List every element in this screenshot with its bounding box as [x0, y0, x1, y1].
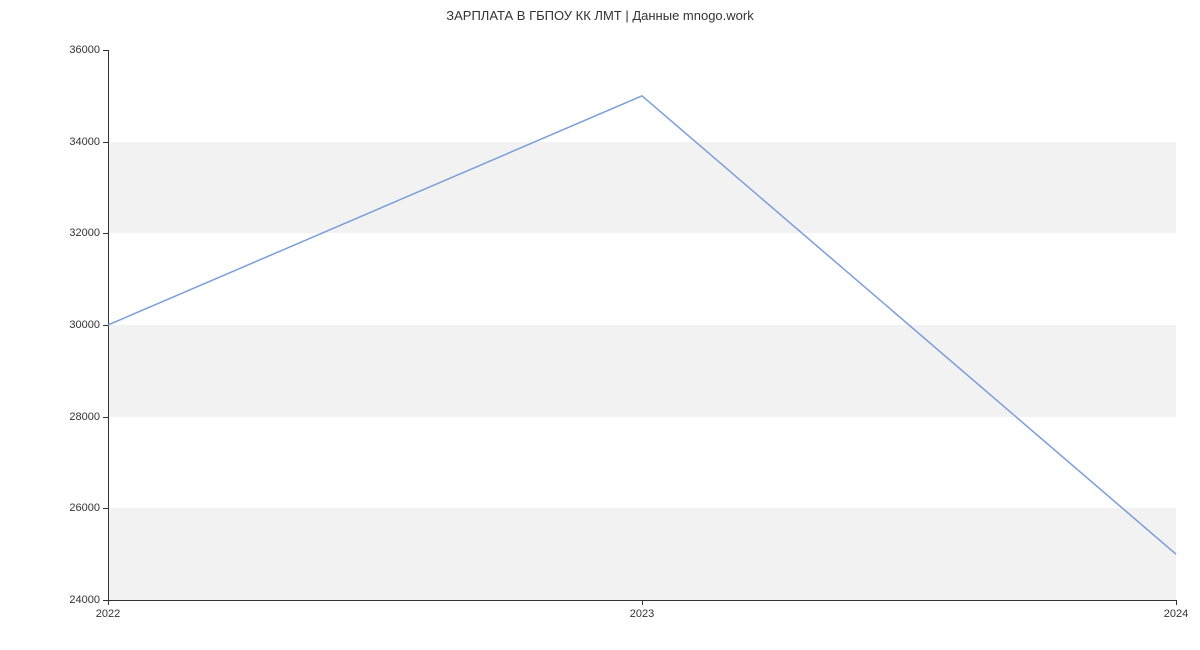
y-tick-label: 30000	[69, 319, 100, 331]
chart-title: ЗАРПЛАТА В ГБПОУ КК ЛМТ | Данные mnogo.w…	[0, 8, 1200, 23]
y-tick-label: 28000	[69, 411, 100, 423]
x-tick-mark	[1176, 600, 1177, 605]
plot-area: 2400026000280003000032000340003600020222…	[108, 50, 1176, 600]
y-tick-label: 26000	[69, 502, 100, 514]
chart-container: ЗАРПЛАТА В ГБПОУ КК ЛМТ | Данные mnogo.w…	[0, 0, 1200, 650]
x-tick-label: 2023	[630, 608, 654, 620]
y-tick-label: 34000	[69, 136, 100, 148]
x-axis-line	[108, 600, 1176, 601]
y-tick-label: 32000	[69, 227, 100, 239]
series-line-salary	[108, 96, 1176, 554]
y-tick-label: 24000	[69, 594, 100, 606]
y-tick-label: 36000	[69, 44, 100, 56]
x-tick-label: 2022	[96, 608, 120, 620]
line-layer	[108, 50, 1176, 600]
x-tick-label: 2024	[1164, 608, 1188, 620]
